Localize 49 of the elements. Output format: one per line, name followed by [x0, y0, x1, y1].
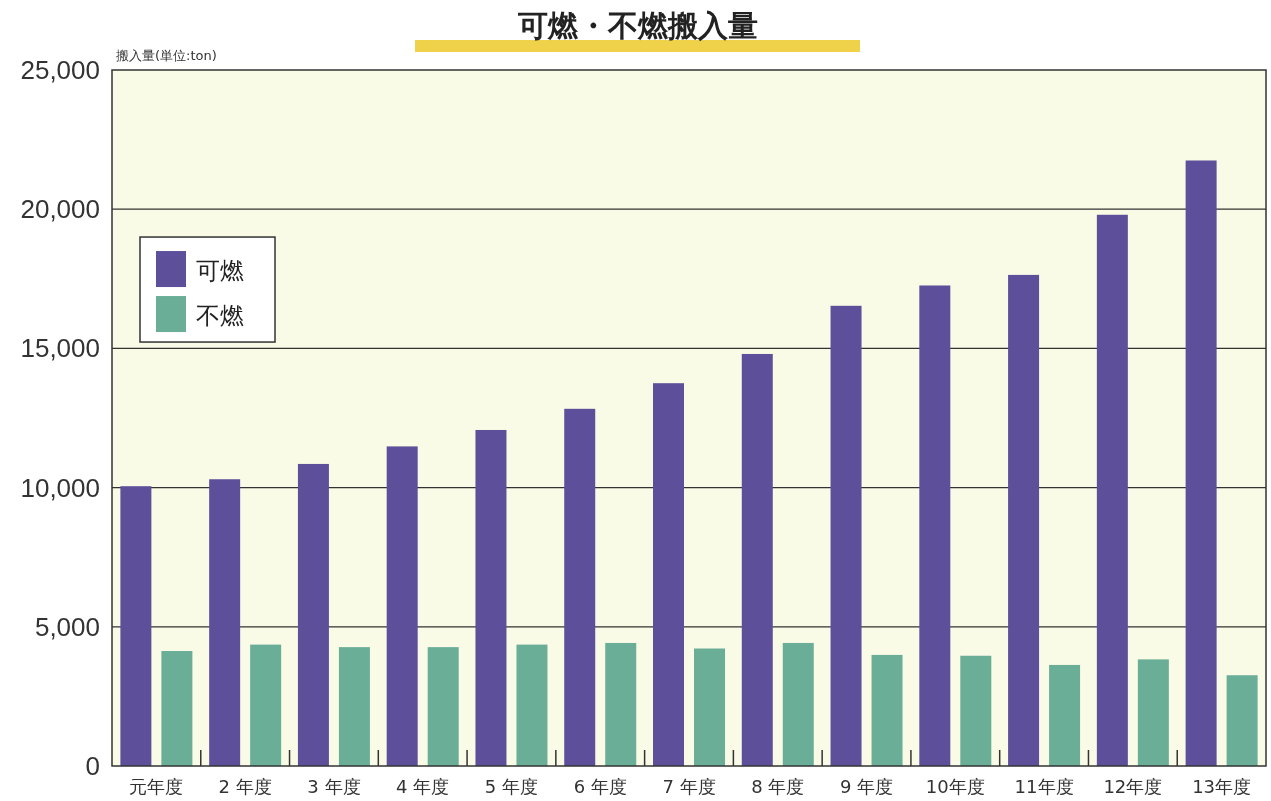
x-tick-label: 11年度 [1014, 776, 1074, 797]
x-tick-label: 6 年度 [573, 776, 627, 797]
bar [653, 383, 684, 766]
bar [1008, 274, 1040, 766]
y-axis-title: 搬入量(単位:ton) [116, 48, 217, 63]
x-tick-label: 13年度 [1192, 776, 1252, 797]
bar [694, 648, 725, 766]
bar [1137, 659, 1169, 766]
bar [338, 647, 370, 766]
bar [782, 642, 814, 766]
bar [960, 655, 992, 766]
x-tick-label: 4 年度 [396, 776, 450, 797]
y-tick-label: 25,000 [20, 55, 100, 85]
legend-label: 可燃 [196, 257, 244, 286]
x-tick-label: 10年度 [925, 776, 985, 797]
x-tick-label: 3 年度 [307, 776, 361, 797]
x-tick-label: 2 年度 [218, 776, 272, 797]
y-tick-label: 0 [85, 751, 100, 781]
bar [1226, 675, 1258, 766]
bar [1096, 214, 1128, 766]
bar [209, 479, 241, 766]
y-tick-label: 10,000 [20, 472, 100, 503]
x-tick-label: 12年度 [1103, 776, 1163, 797]
bar [386, 446, 418, 766]
bar [564, 408, 596, 766]
x-tick-label: 8 年度 [751, 776, 805, 797]
x-tick-label: 元年度 [129, 776, 184, 797]
bar [120, 486, 152, 766]
bar [871, 654, 903, 766]
chart-title: 可燃・不燃搬入量 [517, 8, 758, 43]
y-tick-label: 15,000 [20, 333, 100, 364]
bar [161, 651, 193, 766]
bar [475, 429, 507, 766]
bar [830, 305, 862, 766]
x-tick-label: 7 年度 [662, 776, 716, 797]
legend-label: 不燃 [196, 302, 244, 331]
bar [1049, 664, 1081, 766]
bar [741, 353, 773, 766]
bar [427, 647, 459, 766]
bar [1185, 160, 1217, 766]
bar [297, 463, 329, 766]
bar [919, 285, 951, 766]
bar [605, 642, 637, 766]
y-tick-label: 5,000 [34, 611, 100, 642]
bar [250, 644, 282, 766]
y-tick-label: 20,000 [20, 194, 100, 225]
x-tick-label: 5 年度 [484, 776, 539, 797]
x-tick-label: 9 年度 [839, 776, 894, 797]
bar [516, 644, 548, 766]
